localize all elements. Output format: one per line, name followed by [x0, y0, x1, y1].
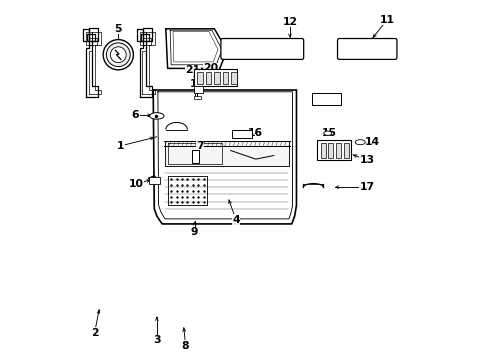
Text: 15: 15: [322, 128, 337, 138]
Bar: [320, 143, 326, 158]
Circle shape: [106, 43, 130, 67]
Bar: [223, 72, 228, 84]
Text: 3: 3: [153, 335, 161, 345]
Bar: [312, 93, 341, 105]
Ellipse shape: [324, 131, 332, 135]
Bar: [344, 143, 349, 158]
Text: 10: 10: [129, 179, 144, 189]
Text: 12: 12: [282, 17, 297, 27]
Text: 6: 6: [131, 110, 139, 120]
Text: 2: 2: [91, 328, 98, 338]
Bar: [149, 177, 160, 184]
Text: 18: 18: [190, 78, 205, 89]
Text: 17: 17: [360, 182, 375, 192]
Bar: [206, 72, 211, 84]
Bar: [194, 69, 237, 86]
Bar: [193, 150, 199, 163]
Text: 14: 14: [365, 137, 380, 147]
Text: 8: 8: [182, 341, 189, 351]
Ellipse shape: [355, 140, 365, 145]
Polygon shape: [165, 141, 289, 166]
Text: 13: 13: [360, 155, 375, 165]
Text: 1: 1: [117, 141, 124, 151]
Text: 20: 20: [203, 63, 219, 73]
Bar: [197, 72, 202, 84]
Text: 4: 4: [232, 215, 240, 225]
Text: 9: 9: [191, 227, 198, 237]
Circle shape: [110, 47, 126, 63]
Bar: [194, 86, 203, 93]
Bar: [328, 143, 333, 158]
Circle shape: [103, 40, 133, 70]
FancyBboxPatch shape: [338, 39, 397, 59]
Text: 7: 7: [196, 141, 204, 151]
Bar: [214, 72, 220, 84]
Bar: [232, 130, 252, 138]
Text: 5: 5: [115, 24, 122, 34]
Text: 19: 19: [327, 96, 343, 106]
Bar: [317, 140, 351, 160]
Bar: [194, 96, 201, 99]
Bar: [231, 72, 237, 84]
Bar: [336, 143, 341, 158]
Text: 11: 11: [380, 15, 395, 25]
FancyBboxPatch shape: [221, 39, 304, 59]
Text: 16: 16: [248, 128, 263, 138]
Ellipse shape: [149, 113, 164, 119]
Text: 21: 21: [185, 65, 200, 75]
